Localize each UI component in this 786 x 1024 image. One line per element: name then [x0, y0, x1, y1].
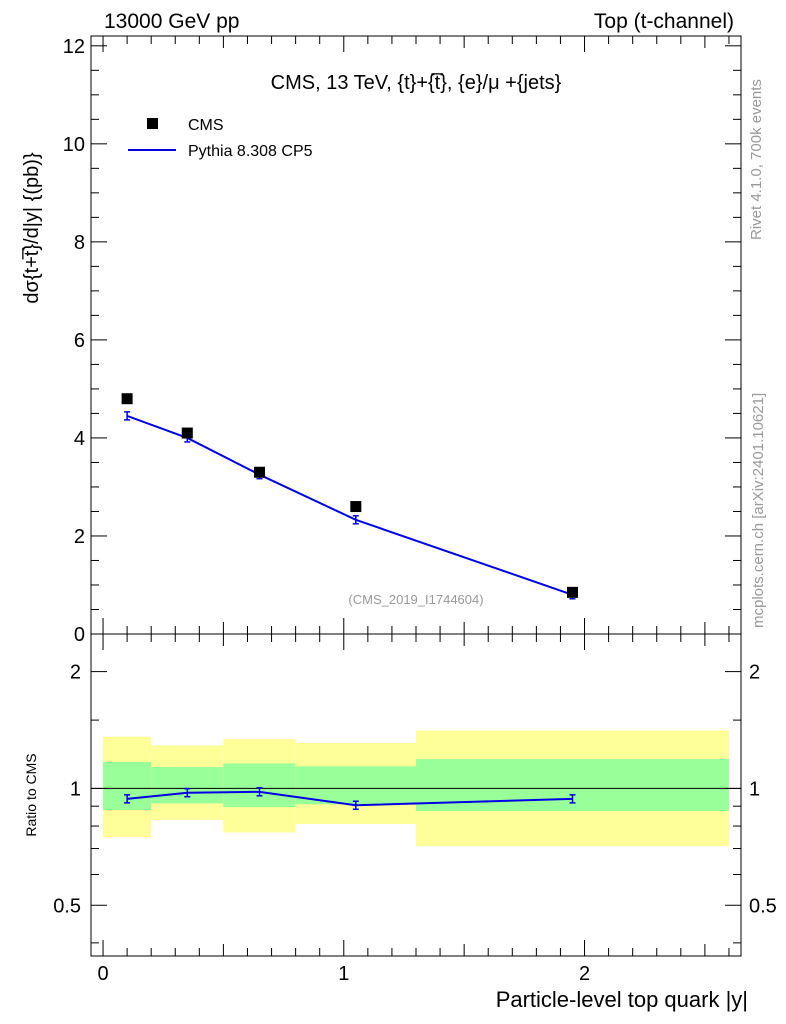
pythia-curve: [126, 414, 573, 596]
uncertainty-band-inner: [223, 763, 296, 808]
ratio-y-tick-label: 0.5: [53, 895, 81, 917]
x-tick-label: 2: [579, 963, 590, 985]
x-tick-label: 1: [338, 963, 349, 985]
header-right: Top (t-channel): [594, 10, 734, 33]
main-y-tick-label: 8: [74, 232, 85, 254]
main-y-tick-label: 10: [63, 134, 85, 156]
rivet-label: Rivet 4.1.0, 700k events: [748, 79, 765, 240]
ratio-plot-marks: [91, 730, 741, 847]
ratio-panel: 0.5 0.5 1 1 2 2 0 1 2 Ratio to CMS Particle-leve…: [23, 633, 777, 1012]
ratio-y-tick-label-right: 1: [749, 778, 760, 800]
main-title: CMS, 13 TeV, {t}+{t̅}, {e}/μ +{jets}: [271, 72, 562, 94]
uncertainty-band-inner: [295, 766, 416, 805]
main-plot-marks: [121, 393, 578, 600]
cms-data-point: [181, 427, 193, 439]
header-left: 13000 GeV pp: [104, 10, 239, 33]
legend-cms-label: CMS: [188, 117, 224, 134]
mcplots-label: mcplots.cern.ch [arXiv:2401.10621]: [750, 393, 767, 628]
main-panel: 0 2 4 6 8 10 12 CMS, 13 TeV, {t}+{t̅}, {e}/μ +…: [21, 35, 742, 646]
cms-data-point: [566, 586, 578, 598]
legend-pythia-label: Pythia 8.308 CP5: [188, 143, 313, 160]
cms-data-point: [350, 501, 362, 513]
legend: CMS Pythia 8.308 CP5: [128, 117, 313, 160]
ratio-y-axis-label: Ratio to CMS: [23, 753, 39, 836]
cms-data-point: [121, 393, 133, 405]
main-y-axis-label: dσ{t+t̅}/d|y| {(pb)}: [21, 152, 43, 303]
main-y-tick-label: 0: [74, 624, 85, 646]
ratio-y-tick-label-right: 2: [749, 662, 760, 684]
ratio-y-tick-label: 1: [70, 778, 81, 800]
ratio-axis-ticks: 0.5 0.5 1 1 2 2 0 1 2: [53, 634, 777, 985]
x-tick-label: 0: [97, 963, 108, 985]
legend-cms-marker: [147, 118, 158, 129]
main-y-tick-label: 4: [74, 428, 85, 450]
cms-data-point: [254, 466, 266, 478]
main-y-tick-label: 12: [63, 36, 85, 58]
ratio-y-tick-label: 2: [70, 662, 81, 684]
analysis-watermark: (CMS_2019_I1744604): [348, 592, 483, 607]
main-y-tick-label: 6: [74, 330, 85, 352]
x-axis-label: Particle-level top quark |y|: [496, 987, 748, 1012]
main-axis-ticks: 0 2 4 6 8 10 12: [63, 36, 741, 646]
uncertainty-band-inner: [151, 767, 224, 804]
main-y-tick-label: 2: [74, 526, 85, 548]
ratio-y-tick-label-right: 0.5: [749, 895, 777, 917]
